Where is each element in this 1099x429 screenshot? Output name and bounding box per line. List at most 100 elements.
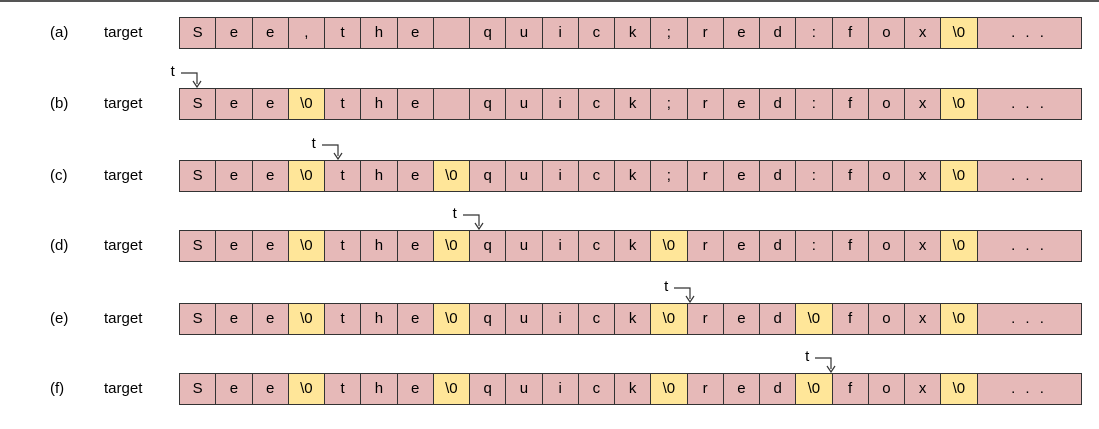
char-cell: e [252,17,289,49]
pointer-label: t [452,205,457,222]
char-cell: e [216,88,253,120]
char-cell: e [397,303,434,335]
pointer-label: t [664,278,669,295]
char-cell: f [832,373,869,405]
null-terminator-cell: \0 [941,88,978,120]
char-cell: t [325,303,362,335]
char-cell: e [723,17,760,49]
char-cell: r [687,160,724,192]
null-terminator-cell: \0 [651,303,688,335]
pointer-t: t [171,64,211,88]
char-cell: d [760,230,797,262]
char-cell: d [760,373,797,405]
char-cell: t [325,88,362,120]
char-cell: d [760,303,797,335]
char-cell: f [832,17,869,49]
char-cell: q [470,230,507,262]
char-cell: r [687,373,724,405]
char-cell: i [542,88,579,120]
char-cell: i [542,230,579,262]
char-cell: x [905,17,942,49]
char-cell: x [905,303,942,335]
char-cell: t [325,230,362,262]
null-terminator-cell: \0 [941,230,978,262]
char-cell: c [578,160,615,192]
char-cell: h [361,303,398,335]
step-label: (c) [50,167,68,184]
null-terminator-cell: \0 [941,373,978,405]
pointer-arrow-icon [321,144,343,160]
null-terminator-cell: \0 [433,230,470,262]
char-cell: e [252,230,289,262]
pointer-t: t [311,135,352,160]
char-cell: r [687,88,724,120]
null-terminator-cell: \0 [651,230,688,262]
pointer-arrow-icon [180,72,202,88]
null-terminator-cell: \0 [796,303,833,335]
char-cell: u [506,88,543,120]
array-name: target [104,237,143,254]
char-cell: : [796,17,833,49]
char-cell: e [216,160,253,192]
char-cell: k [615,88,652,120]
pointer-t: t [452,205,493,230]
null-terminator-cell: \0 [288,230,325,262]
pointer-label: t [805,348,810,365]
char-cell: k [615,373,652,405]
char-cell: u [506,160,543,192]
char-cell: f [832,303,869,335]
char-cell: r [687,17,724,49]
char-cell: ; [651,88,688,120]
null-terminator-cell: \0 [941,303,978,335]
char-cell: r [687,303,724,335]
char-cell: x [905,160,942,192]
char-cell: e [216,303,253,335]
char-cell [433,88,470,120]
char-cell: u [506,373,543,405]
char-cell: : [796,230,833,262]
char-cell: e [216,373,253,405]
char-cell: e [397,17,434,49]
char-cell: i [542,17,579,49]
pointer-t: t [805,348,845,373]
null-terminator-cell: \0 [433,160,470,192]
char-cell: e [397,160,434,192]
pointer-arrow-icon [462,214,484,230]
char-cell: o [868,230,905,262]
array-continuation: . . . [977,17,1082,49]
char-cell: c [578,230,615,262]
pointer-label: t [311,135,316,152]
char-cell: q [470,373,507,405]
char-cell: S [180,373,217,405]
char-cell: ; [651,17,688,49]
top-rule [0,0,1099,2]
array-continuation: . . . [977,373,1082,405]
char-cell: i [542,373,579,405]
char-cell: S [180,230,217,262]
array-name: target [104,310,143,327]
char-cell: S [180,160,217,192]
char-cell: e [216,17,253,49]
char-cell: e [252,88,289,120]
char-cell [433,17,470,49]
char-cell: c [578,88,615,120]
char-cell: e [723,160,760,192]
char-cell: q [470,160,507,192]
char-cell: , [288,17,325,49]
char-cell: e [216,230,253,262]
char-cell: i [542,303,579,335]
char-cell: d [760,160,797,192]
char-cell: k [615,230,652,262]
char-cell: c [578,303,615,335]
array-name: target [104,24,143,41]
null-terminator-cell: \0 [288,303,325,335]
